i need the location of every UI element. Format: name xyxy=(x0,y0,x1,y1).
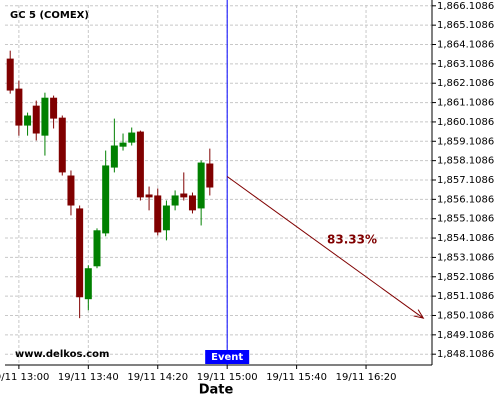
candle-body xyxy=(32,105,40,134)
forecast-arrow xyxy=(226,176,424,319)
candle-body xyxy=(76,208,84,298)
y-tick-label: 1,861.1086 xyxy=(437,98,494,109)
y-tick-label: 1,862.1086 xyxy=(437,78,494,89)
candle-body xyxy=(154,195,162,233)
y-tick-label: 1,848.1086 xyxy=(437,349,494,360)
x-axis-label: Date xyxy=(199,383,234,398)
y-tick-label: 1,858.1086 xyxy=(437,156,494,167)
candle-body xyxy=(197,162,205,209)
x-tick-label: 19/11 13:00 xyxy=(0,372,49,383)
candle-body xyxy=(41,97,49,136)
candle-body xyxy=(136,131,144,198)
x-tick-label: 19/11 14:20 xyxy=(127,372,188,383)
candle-body xyxy=(15,88,23,126)
candle-body xyxy=(171,195,179,206)
y-tick-label: 1,866.1086 xyxy=(437,1,494,12)
candle-body xyxy=(58,117,66,173)
candle-body xyxy=(50,97,58,119)
y-tick-label: 1,849.1086 xyxy=(437,330,494,341)
candle-body xyxy=(24,115,32,126)
event-label: Event xyxy=(211,352,243,363)
candle-body xyxy=(102,165,110,234)
candle-body xyxy=(84,268,92,300)
y-tick-label: 1,864.1086 xyxy=(437,40,494,51)
candle-body xyxy=(162,205,170,231)
event-label-box xyxy=(205,350,250,364)
y-tick-label: 1,855.1086 xyxy=(437,214,494,225)
x-tick-label: 19/11 13:40 xyxy=(58,372,119,383)
candle-body xyxy=(188,195,196,211)
candle-body xyxy=(93,230,101,267)
y-tick-label: 1,859.1086 xyxy=(437,136,494,147)
x-tick-label: 19/11 15:40 xyxy=(266,372,327,383)
y-tick-label: 1,850.1086 xyxy=(437,310,494,321)
watermark: www.delkos.com xyxy=(15,349,109,360)
y-tick-label: 1,852.1086 xyxy=(437,272,494,283)
chart-title: GC 5 (COMEX) xyxy=(10,10,89,21)
candle-body xyxy=(206,163,214,188)
y-tick-label: 1,851.1086 xyxy=(437,291,494,302)
candle-body xyxy=(110,145,118,168)
y-tick-label: 1,857.1086 xyxy=(437,175,494,186)
forecast-label: 83.33% xyxy=(327,233,377,247)
candle-body xyxy=(6,58,14,91)
candle-body xyxy=(145,194,153,198)
y-tick-label: 1,863.1086 xyxy=(437,59,494,70)
y-tick-label: 1,854.1086 xyxy=(437,233,494,244)
candle-body xyxy=(119,142,127,147)
y-tick-label: 1,860.1086 xyxy=(437,117,494,128)
arrow-head xyxy=(413,309,425,319)
candle-body xyxy=(180,193,188,198)
y-tick-label: 1,865.1086 xyxy=(437,20,494,31)
x-tick-label: 19/11 15:00 xyxy=(197,372,258,383)
candle-body xyxy=(128,132,136,143)
x-tick-label: 19/11 16:20 xyxy=(336,372,397,383)
y-tick-label: 1,856.1086 xyxy=(437,194,494,205)
y-tick-label: 1,853.1086 xyxy=(437,252,494,263)
candle-body xyxy=(67,175,75,206)
